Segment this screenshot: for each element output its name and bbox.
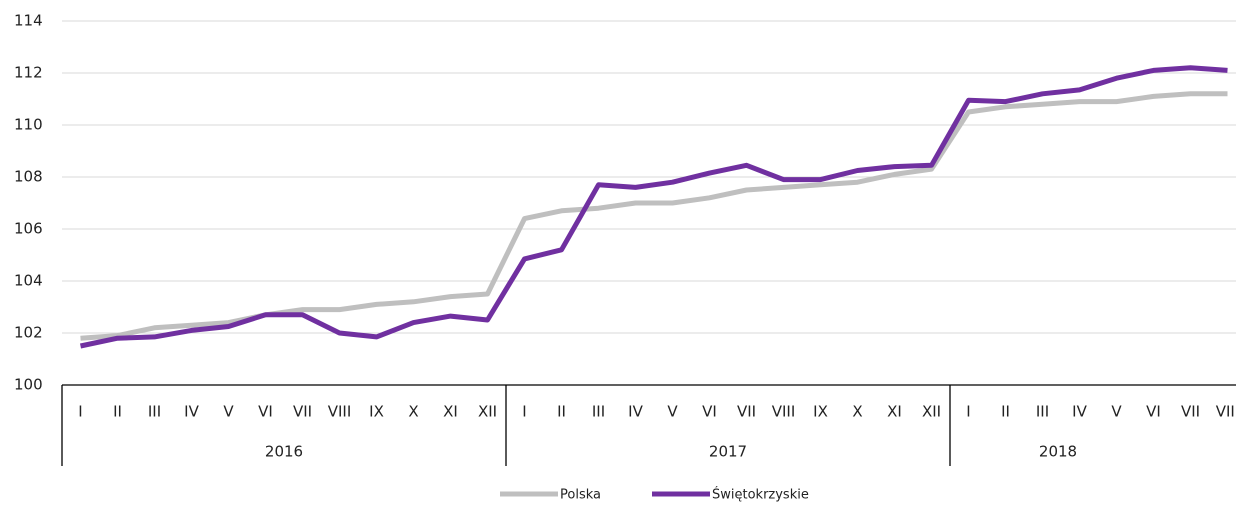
x-tick-label: X	[408, 403, 418, 421]
x-tick-label: IV	[1072, 403, 1087, 421]
y-tick-label: 100	[14, 376, 43, 394]
x-tick-label: VIII	[772, 403, 796, 421]
group-label: 2018	[1039, 443, 1077, 461]
x-tick-label: IV	[184, 403, 199, 421]
y-tick-label: 112	[14, 64, 43, 82]
legend-label: Świętokrzyskie	[712, 487, 809, 503]
x-tick-label: XI	[443, 403, 458, 421]
x-tick-label: III	[148, 403, 161, 421]
x-tick-label: I	[522, 403, 526, 421]
group-label: 2017	[709, 443, 747, 461]
x-tick-label: I	[966, 403, 970, 421]
x-tick-label: V	[223, 403, 234, 421]
x-tick-label: V	[667, 403, 678, 421]
x-tick-label: XII	[478, 403, 497, 421]
x-tick-label: VIII	[328, 403, 352, 421]
x-tick-label: VII	[293, 403, 312, 421]
x-tick-label: III	[1036, 403, 1049, 421]
line-series	[80, 91, 1228, 341]
y-tick-label: 104	[14, 272, 43, 290]
x-tick-label: VI	[702, 403, 717, 421]
x-tick-label: XII	[922, 403, 941, 421]
x-tick-label: IX	[369, 403, 384, 421]
y-tick-label: 110	[14, 116, 43, 134]
x-tick-label: IX	[813, 403, 828, 421]
x-tick-label: III	[592, 403, 605, 421]
x-tick-label: VI	[258, 403, 273, 421]
x-tick-label: VIII	[1216, 403, 1236, 421]
y-tick-label: 106	[14, 220, 43, 238]
y-tick-label: 102	[14, 324, 43, 342]
x-tick-label: VII	[1181, 403, 1200, 421]
line-series	[79, 65, 1228, 349]
x-tick-label: II	[1001, 403, 1010, 421]
x-tick-label: IV	[628, 403, 643, 421]
x-tick-label: VII	[737, 403, 756, 421]
x-tick-label: II	[113, 403, 122, 421]
y-tick-label: 108	[14, 168, 43, 186]
x-tick-label: VI	[1146, 403, 1161, 421]
legend-label: Polska	[560, 488, 601, 503]
x-tick-label: X	[852, 403, 862, 421]
y-tick-label: 114	[14, 12, 43, 30]
group-label: 2016	[265, 443, 303, 461]
x-tick-label: XI	[887, 403, 902, 421]
x-tick-label: V	[1111, 403, 1122, 421]
x-tick-label: I	[78, 403, 82, 421]
x-tick-label: II	[557, 403, 566, 421]
